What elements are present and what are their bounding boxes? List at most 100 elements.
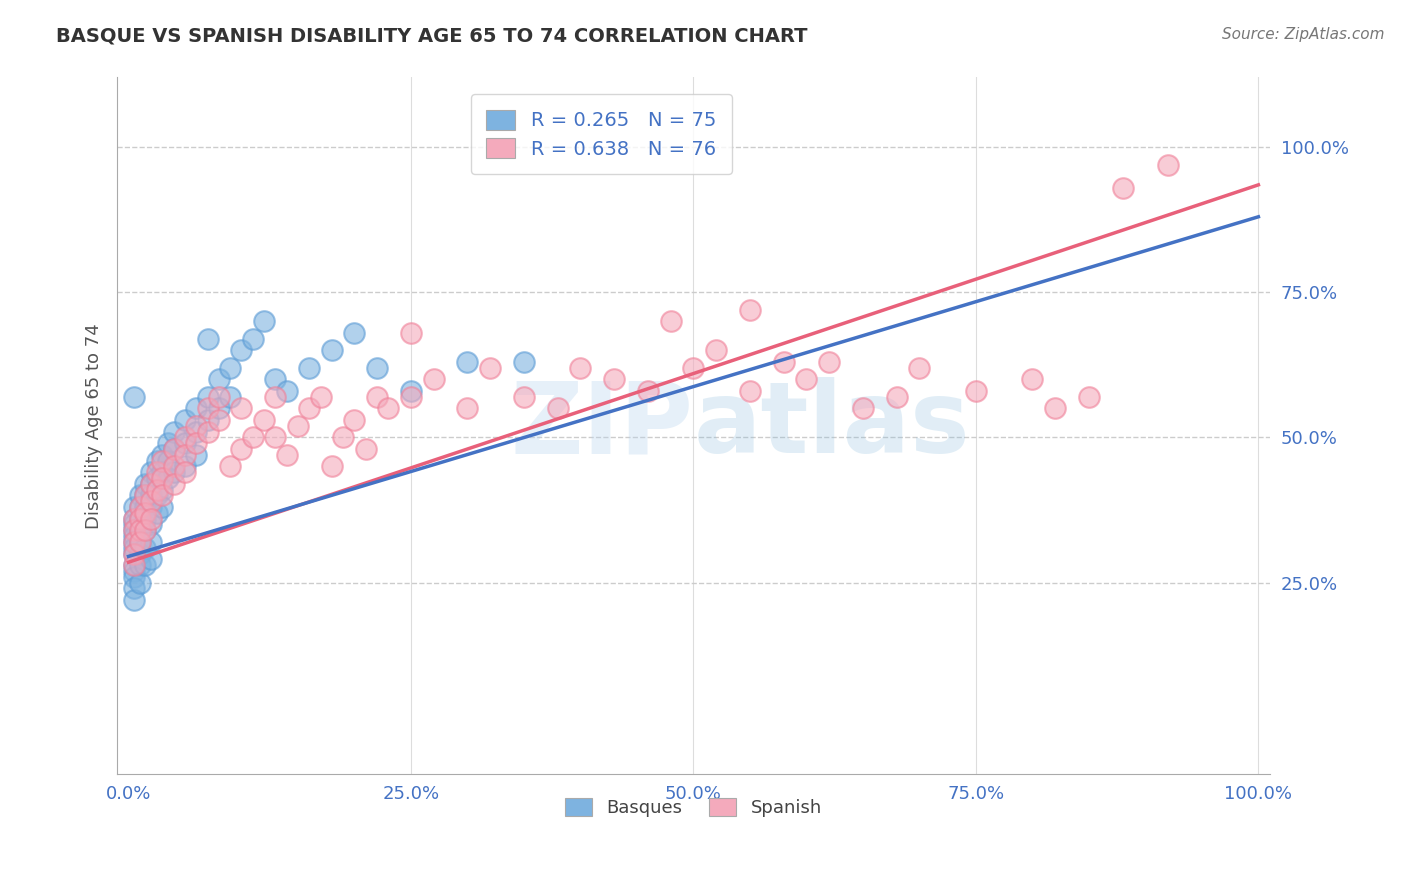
Point — [139, 552, 162, 566]
Point — [139, 476, 162, 491]
Legend: Basques, Spanish: Basques, Spanish — [558, 790, 830, 824]
Point — [253, 413, 276, 427]
Point — [122, 511, 145, 525]
Point — [174, 436, 197, 450]
Point — [134, 541, 156, 555]
Point — [122, 535, 145, 549]
Point — [134, 523, 156, 537]
Point — [186, 448, 208, 462]
Point — [122, 511, 145, 525]
Point — [163, 442, 186, 456]
Point — [122, 500, 145, 514]
Point — [682, 360, 704, 375]
Point — [139, 465, 162, 479]
Point — [242, 332, 264, 346]
Point — [128, 535, 150, 549]
Point — [1021, 372, 1043, 386]
Point — [738, 384, 761, 398]
Point — [139, 517, 162, 532]
Point — [208, 372, 231, 386]
Point — [637, 384, 659, 398]
Point — [321, 343, 343, 358]
Point — [150, 465, 173, 479]
Point — [145, 465, 167, 479]
Point — [208, 401, 231, 416]
Point — [174, 459, 197, 474]
Point — [197, 390, 219, 404]
Point — [298, 401, 321, 416]
Point — [122, 547, 145, 561]
Point — [139, 511, 162, 525]
Point — [1043, 401, 1066, 416]
Text: ZIP: ZIP — [510, 377, 693, 475]
Point — [139, 488, 162, 502]
Point — [163, 476, 186, 491]
Point — [174, 430, 197, 444]
Point — [128, 558, 150, 573]
Point — [134, 488, 156, 502]
Point — [456, 355, 478, 369]
Point — [122, 593, 145, 607]
Point — [852, 401, 875, 416]
Point — [569, 360, 592, 375]
Point — [163, 459, 186, 474]
Point — [253, 314, 276, 328]
Text: Source: ZipAtlas.com: Source: ZipAtlas.com — [1222, 27, 1385, 42]
Point — [128, 511, 150, 525]
Point — [122, 570, 145, 584]
Point — [134, 511, 156, 525]
Point — [321, 459, 343, 474]
Point — [354, 442, 377, 456]
Point — [122, 529, 145, 543]
Point — [150, 448, 173, 462]
Point — [122, 517, 145, 532]
Point — [908, 360, 931, 375]
Point — [886, 390, 908, 404]
Point — [157, 436, 180, 450]
Point — [332, 430, 354, 444]
Point — [208, 413, 231, 427]
Point — [547, 401, 569, 416]
Point — [163, 465, 186, 479]
Point — [128, 535, 150, 549]
Point — [122, 558, 145, 573]
Point — [479, 360, 502, 375]
Point — [965, 384, 987, 398]
Point — [122, 523, 145, 537]
Point — [231, 343, 253, 358]
Point — [513, 355, 536, 369]
Point — [366, 360, 388, 375]
Point — [145, 488, 167, 502]
Point — [298, 360, 321, 375]
Point — [128, 523, 150, 537]
Point — [818, 355, 841, 369]
Point — [174, 465, 197, 479]
Point — [150, 500, 173, 514]
Point — [150, 453, 173, 467]
Point — [422, 372, 444, 386]
Point — [219, 360, 242, 375]
Point — [145, 453, 167, 467]
Point — [186, 418, 208, 433]
Point — [145, 483, 167, 497]
Point — [128, 523, 150, 537]
Point — [603, 372, 626, 386]
Point — [150, 471, 173, 485]
Text: atlas: atlas — [693, 377, 970, 475]
Point — [796, 372, 818, 386]
Point — [128, 488, 150, 502]
Point — [145, 506, 167, 520]
Point — [122, 523, 145, 537]
Point — [377, 401, 399, 416]
Point — [128, 500, 150, 514]
Point — [122, 582, 145, 596]
Point — [456, 401, 478, 416]
Text: BASQUE VS SPANISH DISABILITY AGE 65 TO 74 CORRELATION CHART: BASQUE VS SPANISH DISABILITY AGE 65 TO 7… — [56, 27, 807, 45]
Point — [219, 390, 242, 404]
Point — [242, 430, 264, 444]
Point — [1112, 180, 1135, 194]
Point — [128, 500, 150, 514]
Point — [399, 384, 422, 398]
Point — [738, 302, 761, 317]
Point — [122, 541, 145, 555]
